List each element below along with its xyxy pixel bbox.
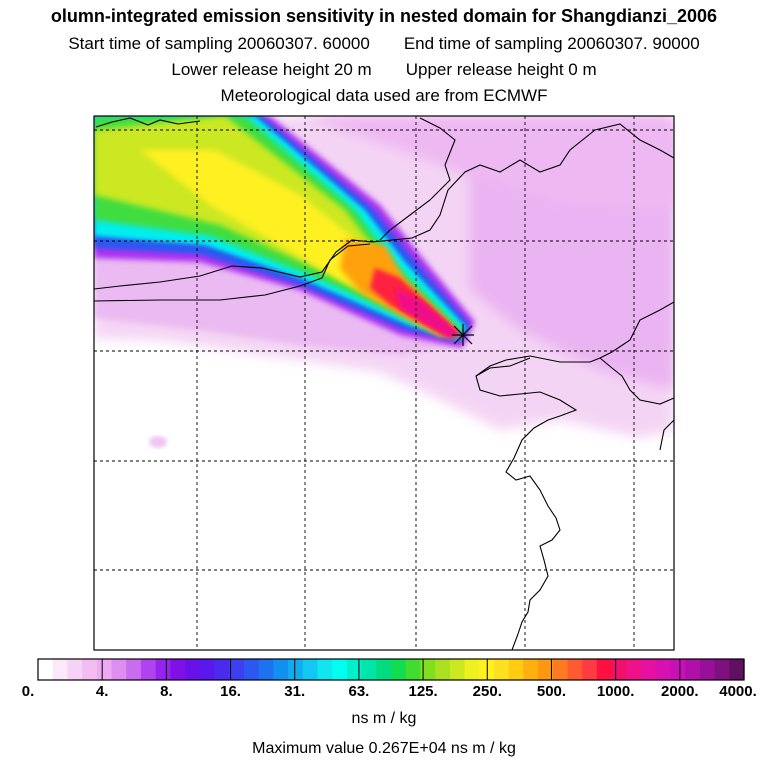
colorbar-swatch — [699, 659, 716, 680]
colorbar-swatch — [82, 659, 98, 680]
colorbar-swatch — [538, 659, 554, 680]
colorbar-swatch — [332, 659, 348, 680]
colorbar-border — [37, 658, 745, 681]
colorbar-swatch — [155, 659, 171, 680]
colorbar-swatch — [405, 659, 422, 680]
colorbar-swatch — [67, 659, 83, 680]
sensitivity-field — [94, 116, 674, 650]
colorbar-swatch — [317, 659, 333, 680]
colorbar-swatch — [714, 659, 730, 680]
field-pink-patch-north — [300, 116, 674, 210]
colorbar — [37, 658, 745, 681]
colorbar-swatch — [273, 659, 289, 680]
colorbar-swatch — [229, 659, 245, 680]
colorbar-swatch — [729, 659, 745, 680]
colorbar-swatch — [111, 659, 127, 680]
colorbar-swatch — [391, 659, 407, 680]
release-site-marker — [452, 324, 474, 346]
upper-release-label: Upper release height 0 m — [405, 60, 597, 79]
colorbar-tick-label: 4000. — [719, 683, 757, 700]
colorbar-swatch — [508, 659, 524, 680]
colorbar-swatch — [214, 659, 230, 680]
colorbar-tick-label: 500. — [536, 683, 567, 700]
graticule — [94, 116, 674, 650]
colorbar-swatch — [449, 659, 466, 680]
colorbar-swatch — [552, 659, 569, 680]
colorbar-swatch — [670, 659, 686, 680]
colorbar-swatch — [140, 659, 157, 680]
colorbar-tick-label: 250. — [472, 683, 502, 700]
colorbar-swatch — [641, 659, 657, 680]
colorbar-swatch — [258, 659, 274, 680]
colorbar-swatch — [582, 659, 598, 680]
colorbar-swatch — [376, 659, 392, 680]
field-pink-dot — [149, 436, 167, 448]
colorbar-swatch — [420, 659, 436, 680]
colorbar-unit-label: ns m / kg — [351, 710, 417, 727]
colorbar-swatch — [567, 659, 583, 680]
colorbar-tick-label: 125. — [408, 683, 438, 700]
map-border — [93, 115, 675, 651]
colorbar-swatch — [523, 659, 539, 680]
colorbar-tick-label: 4. — [95, 683, 109, 700]
release-heights: Lower release height 20 m Upper release h… — [0, 60, 768, 80]
colorbar-swatch — [611, 659, 627, 680]
colorbar-tick-label: 2000. — [661, 683, 699, 700]
colorbar-tick-label: 16. — [220, 683, 241, 700]
met-data-label: Meteorological data used are from ECMWF — [220, 86, 548, 105]
colorbar-swatch — [655, 659, 672, 680]
end-time-label: End time of sampling 20060307. 90000 — [403, 34, 700, 53]
colorbar-swatch — [435, 659, 451, 680]
start-time-label: Start time of sampling 20060307. 60000 — [68, 34, 370, 53]
colorbar-tick-label: 8. — [160, 683, 173, 700]
colorbar-tick-label: 1000. — [596, 683, 635, 700]
colorbar-swatch — [96, 659, 113, 680]
colorbar-tick-label: 0. — [21, 683, 35, 700]
colorbar-swatch — [464, 659, 480, 680]
coastlines — [94, 117, 674, 650]
colorbar-swatch — [288, 659, 304, 680]
colorbar-swatch — [126, 659, 142, 680]
colorbar-swatch — [199, 659, 216, 680]
colorbar-swatch — [52, 659, 69, 680]
colorbar-tick-label: 31. — [284, 683, 306, 700]
colorbar-swatch — [38, 659, 54, 680]
colorbar-swatch — [685, 659, 701, 680]
colorbar-swatch — [493, 659, 510, 680]
colorbar-swatch — [596, 659, 613, 680]
lower-release-label: Lower release height 20 m — [171, 60, 372, 79]
colorbar-swatch — [346, 659, 363, 680]
plume-deep-red — [395, 288, 462, 338]
colorbar-swatch — [361, 659, 377, 680]
colorbar-swatch — [626, 659, 642, 680]
plot-title: olumn-integrated emission sensitivity in… — [50, 6, 718, 26]
colorbar-swatch — [185, 659, 201, 680]
colorbar-swatch — [170, 659, 186, 680]
field-pink-patch-west — [94, 245, 460, 355]
colorbar-swatch — [302, 659, 319, 680]
colorbar-swatch — [243, 659, 260, 680]
maximum-value-label: Maximum value 0.267E+04 ns m / kg — [252, 740, 516, 757]
colorbar-tick-label: 63. — [348, 683, 370, 700]
sampling-times: Start time of sampling 20060307. 60000 En… — [0, 34, 768, 54]
